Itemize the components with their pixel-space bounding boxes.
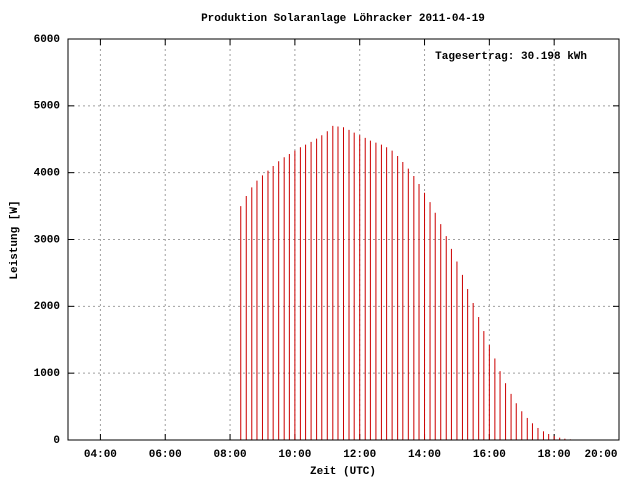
- y-tick-label: 1000: [34, 368, 60, 380]
- y-tick-label: 3000: [34, 234, 60, 246]
- x-tick-label: 10:00: [278, 449, 311, 461]
- x-tick-label: 08:00: [214, 449, 247, 461]
- y-axis-label: Leistung [W]: [9, 200, 21, 279]
- x-tick-label: 12:00: [343, 449, 376, 461]
- x-tick-label: 20:00: [584, 449, 617, 461]
- y-tick-label: 5000: [34, 101, 60, 113]
- y-tick-label: 2000: [34, 301, 60, 313]
- y-tick-label: 0: [53, 435, 60, 447]
- y-tick-label: 6000: [34, 34, 60, 46]
- x-tick-label: 06:00: [149, 449, 182, 461]
- x-axis-label: Zeit (UTC): [310, 466, 376, 478]
- x-tick-label: 14:00: [408, 449, 441, 461]
- chart-title: Produktion Solaranlage Löhracker 2011-04…: [201, 13, 485, 25]
- x-tick-label: 16:00: [473, 449, 506, 461]
- plot-area: 0 1000 2000 3000 4000 5000 6000 04:00 06:00 08:00…: [34, 34, 620, 461]
- plot-border: [67, 38, 620, 441]
- x-tick-label: 18:00: [538, 449, 571, 461]
- y-tick-label: 4000: [34, 168, 60, 180]
- x-tick-label: 04:00: [84, 449, 117, 461]
- annotation: Tagesertrag: 30.198 kWh: [435, 51, 587, 63]
